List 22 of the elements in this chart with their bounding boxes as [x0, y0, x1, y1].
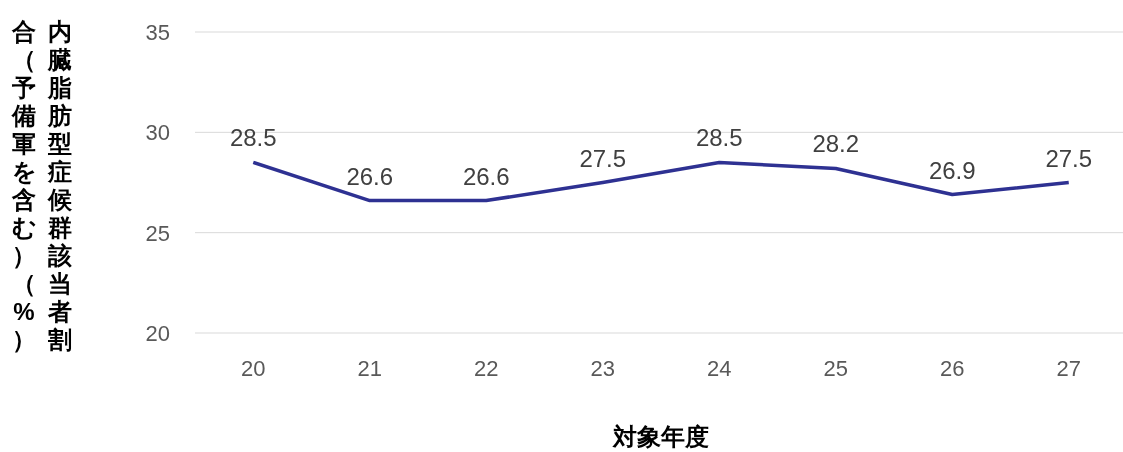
data-label: 28.2	[812, 130, 860, 158]
x-tick-label: 23	[590, 356, 615, 381]
x-tick-label: 27	[1056, 356, 1081, 381]
data-label: 26.9	[928, 156, 976, 184]
x-tick-label: 26	[940, 356, 965, 381]
x-tick-label: 21	[357, 356, 382, 381]
y-tick-label: 25	[145, 220, 170, 246]
x-axis-title: 対象年度	[612, 423, 709, 450]
data-label: 26.6	[346, 162, 394, 190]
y-tick-label: 20	[145, 321, 170, 346]
y-tick-label: 30	[145, 120, 170, 146]
x-tick-label: 24	[707, 356, 732, 381]
x-tick-label: 22	[474, 356, 499, 381]
x-tick-label: 20	[241, 356, 266, 381]
text: 内臓脂肪型症候群該当者割合（予備軍を含む）（%）	[11, 18, 72, 353]
data-label: 28.5	[695, 124, 743, 152]
data-label: 27.5	[1045, 144, 1093, 172]
data-label: 27.5	[579, 144, 627, 172]
data-label: 26.6	[462, 162, 510, 190]
data-label: 28.5	[229, 124, 277, 152]
x-tick-label: 25	[823, 356, 848, 381]
y-tick-label: 35	[145, 20, 170, 45]
